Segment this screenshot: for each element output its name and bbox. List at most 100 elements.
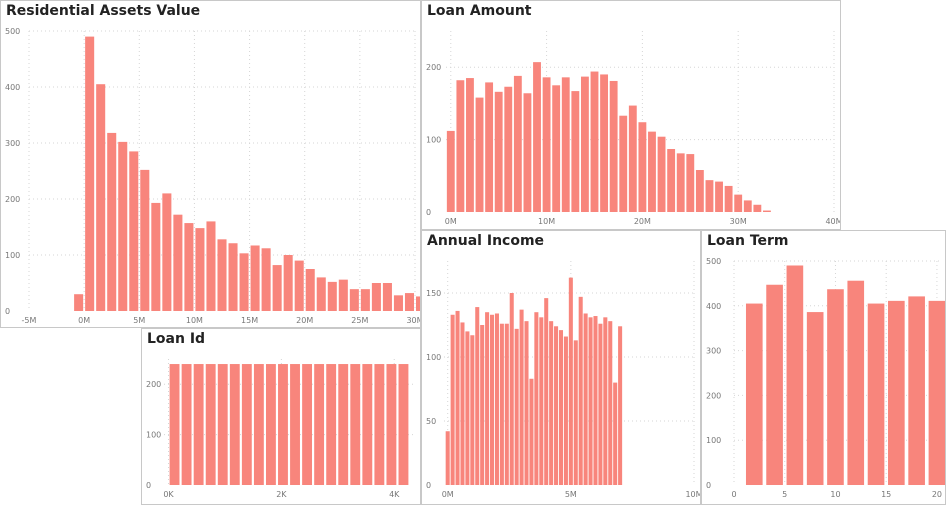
histogram-bar <box>571 91 580 212</box>
histogram-bar <box>534 312 539 485</box>
histogram-bar <box>827 289 844 485</box>
histogram-bar <box>193 364 204 485</box>
histogram-bar <box>217 239 227 311</box>
histogram-bar <box>600 74 609 212</box>
histogram-bar <box>734 194 743 212</box>
histogram-bar <box>382 283 392 311</box>
histogram-bar <box>519 309 524 485</box>
x-tick-label: 2K <box>276 490 287 499</box>
histogram-bar <box>362 364 373 485</box>
histogram-bar <box>504 86 513 212</box>
histogram-bar <box>316 277 326 311</box>
histogram-bar <box>539 317 544 485</box>
y-tick-label: 200 <box>426 63 441 72</box>
histogram-bar <box>763 210 771 212</box>
chart-svg: 0 50 100 150 0M 5M 10M <box>426 261 701 499</box>
x-tick-label: 30M <box>406 316 421 325</box>
histogram-bar <box>290 364 300 485</box>
histogram-bar <box>494 313 499 485</box>
histogram-bar <box>523 93 532 212</box>
y-tick-label: 100 <box>5 251 20 260</box>
x-tick-label: 5M <box>133 316 145 325</box>
histogram-bar <box>173 214 183 311</box>
histogram-bar <box>648 131 656 212</box>
y-tick-label: 50 <box>426 417 436 426</box>
x-tick-label: 5M <box>565 490 577 499</box>
histogram-bar <box>544 298 549 485</box>
histogram-bar <box>206 221 216 311</box>
histogram-bar <box>450 314 455 485</box>
histogram-bar <box>85 36 95 311</box>
histogram-bar <box>490 314 495 485</box>
histogram-bar <box>753 204 762 212</box>
x-tick-label: 30M <box>730 217 747 226</box>
histogram-bar <box>129 151 139 311</box>
x-tick-label: 0 <box>731 490 736 499</box>
x-tick-label: 10M <box>685 490 701 499</box>
x-tick-label: 10M <box>186 316 203 325</box>
histogram-bar <box>638 122 647 212</box>
histogram-bar <box>74 294 84 311</box>
histogram-bar <box>568 277 573 485</box>
histogram-bar <box>229 364 240 485</box>
histogram-bar <box>250 245 260 311</box>
histogram-bar <box>386 364 397 485</box>
histogram-bar <box>580 76 589 212</box>
y-tick-label: 400 <box>5 83 20 92</box>
histogram-bar <box>393 295 403 311</box>
x-tick-label: 20 <box>932 490 942 499</box>
histogram-bar <box>360 289 370 311</box>
histogram-bar <box>480 325 485 485</box>
y-tick-label: 400 <box>706 302 721 311</box>
histogram-bar <box>628 105 637 212</box>
chart-panel-residential-assets-value[interactable]: Residential Assets Value 0 100 200 300 400 50… <box>0 0 421 328</box>
histogram-bar <box>283 255 293 311</box>
histogram-bar <box>485 82 494 213</box>
histogram-bar <box>455 310 460 485</box>
histogram-bar <box>583 313 588 485</box>
y-tick-label: 200 <box>146 380 161 389</box>
histogram-bar <box>475 307 480 485</box>
histogram-bar <box>107 132 117 311</box>
x-tick-label: 0M <box>445 217 457 226</box>
histogram-bar <box>676 153 685 212</box>
y-tick-label: 0 <box>426 481 431 490</box>
y-tick-label: 200 <box>706 391 721 400</box>
chart-panel-loan-amount[interactable]: Loan Amount 0 100 200 0M 10M 20M 30M 40M <box>421 0 841 230</box>
histogram-bar <box>398 364 409 485</box>
histogram-bar <box>504 323 509 485</box>
histogram-bar <box>371 283 381 311</box>
chart-panel-loan-term[interactable]: Loan Term 0 100 200 300 400 500 0 5 10 15 20 <box>701 230 946 505</box>
y-tick-label: 500 <box>5 27 20 36</box>
y-tick-label: 150 <box>426 289 441 298</box>
histogram-bar <box>261 248 271 311</box>
histogram-bar <box>494 91 503 212</box>
histogram-bar <box>509 293 514 485</box>
histogram-bar <box>118 141 128 311</box>
chart-panel-annual-income[interactable]: Annual Income 0 50 100 150 0M 5M 10M <box>421 230 701 505</box>
histogram-bar <box>563 336 568 485</box>
y-tick-label: 0 <box>5 307 10 316</box>
histogram-bar <box>593 316 598 485</box>
y-tick-label: 300 <box>706 347 721 356</box>
histogram-bar <box>460 322 465 485</box>
chart-title: Loan Id <box>147 331 206 347</box>
y-tick-label: 0 <box>146 481 151 490</box>
x-tick-label: 15 <box>881 490 891 499</box>
y-tick-label: 0 <box>706 481 711 490</box>
x-tick-label: 5 <box>782 490 787 499</box>
histogram-bar <box>619 115 628 212</box>
histogram-bar <box>151 202 161 311</box>
histogram-bar <box>745 303 763 485</box>
histogram-bar <box>169 364 180 485</box>
histogram-bar <box>140 169 150 311</box>
histogram-bar <box>217 364 228 485</box>
x-tick-label: 10 <box>830 490 840 499</box>
histogram-bar <box>524 321 529 485</box>
histogram-bar <box>327 281 337 311</box>
x-tick-label: 0M <box>442 490 454 499</box>
histogram-bar <box>162 193 172 311</box>
histogram-bar <box>195 228 205 311</box>
chart-title: Loan Amount <box>427 3 532 19</box>
chart-panel-loan-id[interactable]: Loan Id 0 100 200 0K 2K 4K <box>141 328 421 505</box>
